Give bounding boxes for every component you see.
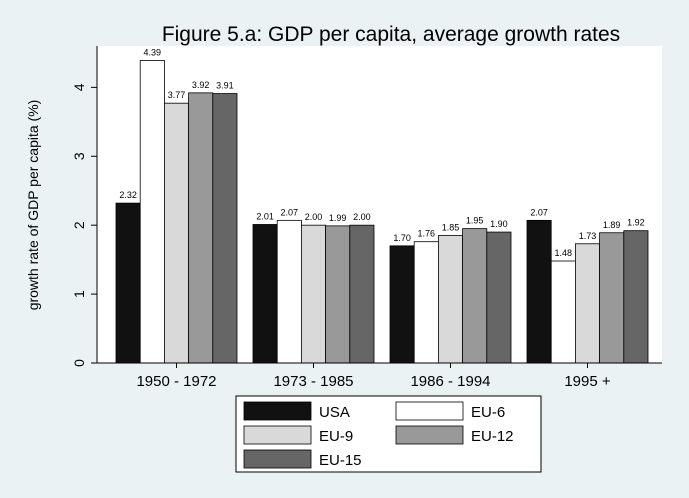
- bar-usa-2: [252, 224, 278, 364]
- bar-eu-15-2: [349, 224, 375, 364]
- legend-swatch-eu-9: [243, 425, 312, 445]
- x-categories-layer: 1950 - 1972 1973 - 1985 1986 - 1994 1995 +: [136, 363, 611, 390]
- bar-value-label: 2.07: [530, 207, 548, 217]
- bar-eu-6-3: [413, 241, 439, 364]
- bar-usa-4: [526, 219, 552, 364]
- y-tick-label: 3: [71, 152, 87, 160]
- bar-value-label: 4.39: [144, 47, 162, 57]
- legend-swatch-usa: [243, 401, 312, 421]
- bar-eu-12-1: [188, 92, 214, 364]
- y-tick-label: 2: [71, 221, 87, 229]
- bar-eu-9-4: [575, 243, 601, 364]
- bar-value-label: 2.01: [256, 211, 274, 221]
- bar-value-label: 1.92: [627, 218, 645, 228]
- legend-label-eu-6: EU-6: [471, 404, 505, 421]
- bar-eu-12-4: [599, 232, 625, 364]
- y-tick-label: 1: [71, 290, 87, 298]
- bar-value-label: 3.77: [168, 90, 186, 100]
- x-category-label: 1995 +: [564, 373, 611, 390]
- x-category-label: 1950 - 1972: [136, 373, 216, 390]
- y-ticks-layer: 0 1 2 3 4: [71, 83, 97, 367]
- chart-title: Figure 5.a: GDP per capita, average grow…: [162, 23, 620, 46]
- bar-value-label: 1.76: [418, 229, 436, 239]
- bar-eu-6-2: [276, 219, 302, 364]
- legend-swatch-eu-6: [395, 401, 464, 421]
- y-tick-label: 4: [71, 83, 87, 91]
- bar-eu-15-1: [212, 93, 238, 364]
- bar-eu-9-1: [163, 102, 189, 364]
- legend-swatch-eu-15: [243, 449, 312, 469]
- legend-swatch-eu-12: [395, 425, 464, 445]
- x-category-label: 1986 - 1994: [410, 373, 490, 390]
- bar-value-label: 1.70: [393, 233, 411, 243]
- legend: USA EU-6 EU-9 EU-12 EU-15: [235, 395, 542, 473]
- x-category-label: 1973 - 1985: [273, 373, 353, 390]
- y-tick-label: 0: [71, 359, 87, 367]
- bar-value-label: 2.07: [281, 207, 299, 217]
- legend-label-eu-12: EU-12: [471, 428, 514, 445]
- legend-label-eu-9: EU-9: [319, 428, 353, 445]
- bar-value-label: 2.00: [353, 212, 371, 222]
- bar-eu-9-2: [300, 224, 326, 364]
- bar-usa-1: [115, 202, 141, 364]
- bar-eu-15-4: [623, 230, 649, 364]
- bar-value-label: 1.89: [603, 220, 621, 230]
- bar-eu-15-3: [486, 231, 512, 364]
- bar-value-label: 1.90: [490, 219, 508, 229]
- legend-label-usa: USA: [319, 404, 350, 421]
- bar-value-label: 2.32: [119, 190, 137, 200]
- y-axis-label: growth rate of GDP per capita (%): [25, 100, 41, 311]
- bar-eu-12-2: [325, 225, 351, 364]
- bar-eu-6-4: [550, 260, 576, 364]
- bar-eu-6-1: [139, 60, 165, 364]
- bar-usa-3: [389, 245, 415, 364]
- bar-eu-12-3: [462, 228, 488, 364]
- bars-layer: 2.32 4.39 3.77 3.92 3.91 2.01 2.07 2.00 1.99 2.00…: [115, 47, 649, 364]
- bar-value-label: 1.85: [442, 223, 460, 233]
- legend-label-eu-15: EU-15: [319, 452, 362, 469]
- bar-value-label: 2.00: [305, 212, 323, 222]
- bar-value-label: 1.48: [555, 248, 573, 258]
- bar-value-label: 1.99: [329, 213, 347, 223]
- bar-value-label: 1.73: [579, 231, 597, 241]
- bar-value-label: 1.95: [466, 216, 484, 226]
- bar-eu-9-3: [437, 235, 463, 364]
- bar-value-label: 3.92: [192, 80, 210, 90]
- bar-value-label: 3.91: [216, 81, 234, 91]
